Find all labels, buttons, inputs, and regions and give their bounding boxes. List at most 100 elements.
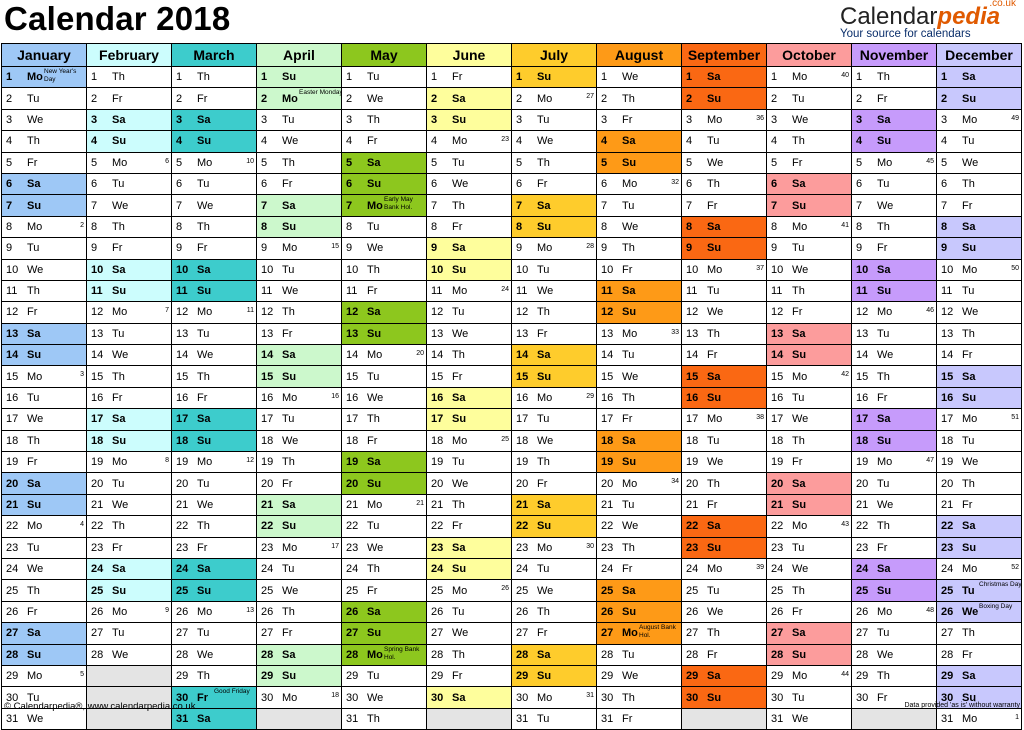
day-cell[interactable]: 19 Mo 47 <box>851 451 937 474</box>
day-cell[interactable]: 25 Th <box>1 579 87 602</box>
day-cell[interactable]: 18 Su <box>851 429 937 453</box>
day-cell[interactable]: 8 Sa <box>681 215 767 239</box>
day-cell[interactable]: 3 Fr <box>596 108 682 132</box>
day-cell[interactable]: 17 Mo 51 <box>936 408 1022 431</box>
day-cell[interactable]: 31 Mo 1 <box>936 707 1022 730</box>
day-cell[interactable]: 16 Su <box>681 386 767 410</box>
day-cell[interactable]: 17 Tu <box>256 408 342 431</box>
day-cell[interactable]: 2 Th <box>596 87 682 110</box>
day-cell[interactable]: 5 Th <box>511 151 597 174</box>
day-cell[interactable]: 7 We <box>171 194 257 217</box>
day-cell[interactable]: 30 Su <box>681 686 767 709</box>
day-cell[interactable]: 15 Sa <box>936 365 1022 388</box>
day-cell[interactable]: 27 Fr <box>511 622 597 645</box>
day-cell[interactable]: 16 Tu <box>1 386 87 410</box>
day-cell[interactable]: 22 Tu <box>341 515 427 538</box>
day-cell[interactable]: 6 Sa <box>766 172 852 196</box>
day-cell[interactable]: 25 We <box>256 579 342 602</box>
day-cell[interactable]: 21 Sa <box>256 493 342 517</box>
day-cell[interactable]: 6 Tu <box>851 172 937 196</box>
day-cell[interactable]: 10 Tu <box>511 258 597 281</box>
day-cell[interactable]: 24 Sa <box>851 557 937 581</box>
day-cell[interactable]: 7 Su <box>766 194 852 217</box>
day-cell[interactable]: 25 Sa <box>596 579 682 602</box>
day-cell[interactable]: 2 Fr <box>86 87 172 110</box>
day-cell[interactable]: 7 Fr <box>936 194 1022 217</box>
day-cell[interactable]: 6 Fr <box>256 172 342 196</box>
day-cell[interactable]: 2 Fr <box>851 87 937 110</box>
day-cell[interactable]: 29 Sa <box>936 664 1022 688</box>
day-cell[interactable]: 15 Fr <box>426 365 512 388</box>
day-cell[interactable]: 21 Th <box>426 493 512 517</box>
day-cell[interactable]: 14 Sa <box>511 344 597 367</box>
day-cell[interactable]: 25 Tu Christmas Day <box>936 579 1022 602</box>
day-cell[interactable]: 28 Fr <box>936 643 1022 666</box>
day-cell[interactable]: 14 Tu <box>596 344 682 367</box>
day-cell[interactable]: 14 We <box>851 344 937 367</box>
day-cell[interactable]: 18 Su <box>86 429 172 453</box>
day-cell[interactable]: 11 Su <box>171 279 257 303</box>
day-cell[interactable]: 24 Su <box>426 557 512 581</box>
day-cell[interactable]: 27 Su <box>341 622 427 645</box>
day-cell[interactable]: 10 Sa <box>86 258 172 281</box>
day-cell[interactable]: 24 Sa <box>86 557 172 581</box>
day-cell[interactable]: 10 Fr <box>596 258 682 281</box>
day-cell[interactable]: 21 Sa <box>511 493 597 517</box>
day-cell[interactable]: 26 We Boxing Day <box>936 600 1022 624</box>
day-cell[interactable]: 16 Fr <box>171 386 257 410</box>
day-cell[interactable]: 29 Th <box>851 664 937 688</box>
day-cell[interactable]: 23 Fr <box>851 536 937 559</box>
day-cell[interactable]: 3 Tu <box>256 108 342 132</box>
day-cell[interactable]: 26 Su <box>596 600 682 624</box>
day-cell[interactable]: 5 Mo 6 <box>86 151 172 174</box>
day-cell[interactable]: 28 Sa <box>511 643 597 666</box>
day-cell[interactable]: 11 Mo 24 <box>426 279 512 303</box>
day-cell[interactable]: 25 Mo 26 <box>426 579 512 602</box>
day-cell[interactable]: 9 Tu <box>1 237 87 260</box>
day-cell[interactable]: 20 Tu <box>851 472 937 495</box>
day-cell[interactable]: 21 We <box>171 493 257 517</box>
day-cell[interactable]: 29 We <box>596 664 682 688</box>
day-cell[interactable]: 23 Su <box>681 536 767 559</box>
day-cell[interactable]: 31 Tu <box>511 707 597 730</box>
day-cell[interactable]: 20 Fr <box>256 472 342 495</box>
day-cell[interactable]: 7 Su <box>1 194 87 217</box>
day-cell[interactable]: 12 Su <box>596 301 682 324</box>
day-cell[interactable]: 30 Th <box>596 686 682 709</box>
day-cell[interactable]: 1 Su <box>256 65 342 89</box>
day-cell[interactable]: 12 Tu <box>426 301 512 324</box>
day-cell[interactable]: 23 Fr <box>86 536 172 559</box>
day-cell[interactable]: 15 Th <box>171 365 257 388</box>
day-cell[interactable]: 27 Tu <box>86 622 172 645</box>
day-cell[interactable]: 15 We <box>596 365 682 388</box>
day-cell[interactable]: 6 Th <box>936 172 1022 196</box>
day-cell[interactable]: 27 Tu <box>851 622 937 645</box>
day-cell[interactable]: 5 Mo 45 <box>851 151 937 174</box>
day-cell[interactable]: 6 Mo 32 <box>596 172 682 196</box>
day-cell[interactable]: 6 Tu <box>86 172 172 196</box>
day-cell[interactable]: 1 Mo New Year's Day <box>1 65 87 89</box>
day-cell[interactable]: 3 Mo 36 <box>681 108 767 132</box>
day-cell[interactable]: 15 Mo 3 <box>1 365 87 388</box>
day-cell[interactable]: 4 Fr <box>341 130 427 153</box>
day-cell[interactable]: 3 Sa <box>851 108 937 132</box>
day-cell[interactable]: 18 We <box>256 429 342 453</box>
day-cell[interactable]: 19 Th <box>511 451 597 474</box>
day-cell[interactable]: 16 We <box>341 386 427 410</box>
day-cell[interactable]: 22 Mo 43 <box>766 515 852 538</box>
day-cell[interactable]: 4 Tu <box>681 130 767 153</box>
day-cell[interactable]: 31 Fr <box>596 707 682 730</box>
day-cell[interactable]: 18 Sa <box>596 429 682 453</box>
day-cell[interactable]: 10 Mo 37 <box>681 258 767 281</box>
day-cell[interactable]: 2 Fr <box>171 87 257 110</box>
day-cell[interactable]: 11 Fr <box>341 279 427 303</box>
day-cell[interactable]: 4 Th <box>766 130 852 153</box>
day-cell[interactable]: 20 Su <box>341 472 427 495</box>
day-cell[interactable]: 23 Sa <box>426 536 512 559</box>
day-cell[interactable]: 23 Th <box>596 536 682 559</box>
day-cell[interactable]: 1 We <box>596 65 682 89</box>
day-cell[interactable]: 17 We <box>766 408 852 431</box>
day-cell[interactable]: 10 Tu <box>256 258 342 281</box>
day-cell[interactable]: 13 Tu <box>851 322 937 346</box>
day-cell[interactable]: 27 We <box>426 622 512 645</box>
